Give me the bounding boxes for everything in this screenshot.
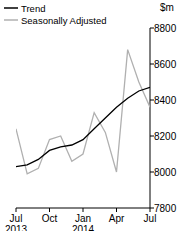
legend-swatch xyxy=(4,19,18,21)
x-tick xyxy=(16,208,17,212)
series-line xyxy=(16,87,150,166)
x-tick-label: Apr xyxy=(109,213,125,224)
series-line xyxy=(16,50,150,174)
legend-label: Seasonally Adjusted xyxy=(21,15,107,26)
y-tick-label: 8000 xyxy=(154,167,177,178)
x-tick-label-part: Jul xyxy=(144,213,157,224)
y-tick-label: 8800 xyxy=(154,23,177,34)
chart: 780080008200840086008800$mJul2013OctJan2… xyxy=(0,0,181,231)
y-tick-label: 8400 xyxy=(154,95,177,106)
legend-swatch xyxy=(4,7,18,9)
x-tick-label-part: Apr xyxy=(109,213,125,224)
y-tick-label: 7800 xyxy=(154,203,177,214)
x-tick-label: Oct xyxy=(42,213,58,224)
x-tick-label-part: Jan xyxy=(75,213,91,224)
x-tick xyxy=(49,208,50,212)
x-tick-label: Jul xyxy=(144,213,157,224)
y-tick-label: 8600 xyxy=(154,59,177,70)
x-tick-label-part: 2014 xyxy=(72,224,95,231)
x-tick-label-part: Jul xyxy=(10,213,23,224)
x-tick xyxy=(150,208,151,212)
x-tick-label: Jan2014 xyxy=(72,213,95,231)
y-axis xyxy=(150,28,151,208)
x-tick-label-part: 2013 xyxy=(5,224,28,231)
y-axis-label: $m xyxy=(160,2,174,13)
plot-area xyxy=(16,50,150,174)
y-tick-label: 8200 xyxy=(154,131,177,142)
x-tick-label: Jul2013 xyxy=(5,213,28,231)
x-tick xyxy=(83,208,84,212)
legend-label: Trend xyxy=(21,3,45,14)
x-tick-label-part: Oct xyxy=(42,213,58,224)
x-tick xyxy=(116,208,117,212)
